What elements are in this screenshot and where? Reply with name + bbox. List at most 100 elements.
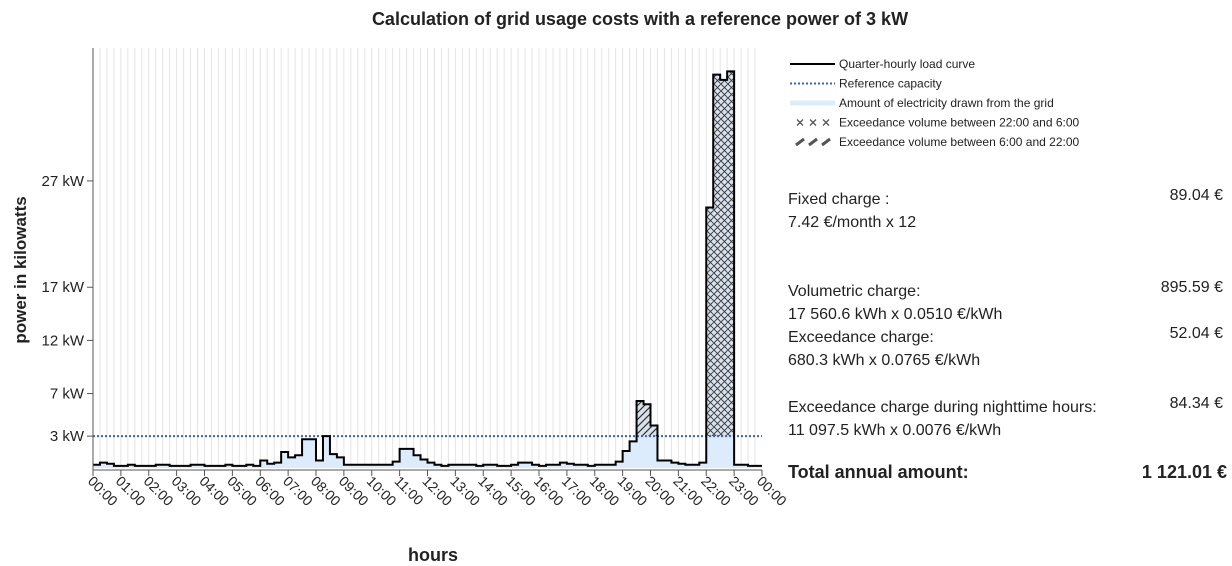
area-segment xyxy=(448,464,456,468)
area-segment xyxy=(127,464,135,468)
area-segment xyxy=(120,465,128,468)
area-segment xyxy=(364,464,372,468)
area-segment xyxy=(274,462,282,468)
exceedance xyxy=(643,404,651,437)
y-tick-label: 3 kW xyxy=(50,428,85,445)
area-segment xyxy=(309,439,316,468)
area-segment xyxy=(657,460,665,468)
area-segment xyxy=(476,465,484,468)
area-segment xyxy=(490,464,498,468)
area-segment xyxy=(218,465,226,468)
y-axis-label: power in kilowatts xyxy=(11,196,30,343)
area-segment xyxy=(664,460,672,468)
area-segment xyxy=(357,464,365,468)
area-segment xyxy=(329,454,337,468)
area-segment xyxy=(497,465,505,468)
area-segment xyxy=(197,464,205,468)
area-segment xyxy=(322,436,330,468)
area-segment xyxy=(225,464,233,468)
area-segment xyxy=(392,461,400,468)
area-segment xyxy=(539,465,546,468)
area-segment xyxy=(162,464,170,468)
area-segment xyxy=(343,464,351,468)
x-tick-label: 01:00 xyxy=(113,473,149,509)
x-tick-label: 04:00 xyxy=(196,473,232,509)
area-segment xyxy=(176,465,184,468)
cost-label: Exceedance charge during nighttime hours… xyxy=(788,399,1097,416)
area-segment xyxy=(755,465,762,468)
x-tick-label: 13:00 xyxy=(447,473,483,509)
total-label: Total annual amount: xyxy=(788,462,969,482)
x-axis-label: hours xyxy=(408,545,458,565)
area-segment xyxy=(566,463,574,468)
legend-swatch xyxy=(795,137,805,147)
legend-swatch xyxy=(808,137,818,147)
x-tick-label: 14:00 xyxy=(475,473,511,509)
exceedance xyxy=(650,425,658,437)
area-segment xyxy=(685,464,693,468)
cost-detail: 11 097.5 kWh x 0.0076 €/kWh xyxy=(788,422,1001,439)
y-tick-label: 12 kW xyxy=(41,332,84,349)
area-segment xyxy=(148,465,156,468)
area-segment xyxy=(552,464,560,468)
x-tick-label: 22:00 xyxy=(698,473,734,509)
area-segment xyxy=(336,457,344,468)
area-segment xyxy=(734,464,742,468)
area-segment xyxy=(748,465,756,468)
area-segment xyxy=(511,464,519,468)
legend-swatch xyxy=(821,137,831,147)
x-tick-label: 23:00 xyxy=(726,473,762,509)
area-segment xyxy=(113,465,121,468)
cost-label: Fixed charge : xyxy=(788,191,889,208)
area-segment xyxy=(378,464,386,468)
area-segment xyxy=(169,465,177,468)
exceedance xyxy=(720,79,728,437)
cost-detail: 680.3 kWh x 0.0765 €/kWh xyxy=(788,352,980,369)
area-segment xyxy=(260,460,268,468)
x-tick-label: 18:00 xyxy=(587,473,623,509)
area-segment xyxy=(622,450,630,468)
area-segment xyxy=(211,465,219,468)
area-segment xyxy=(267,463,275,468)
area-segment xyxy=(455,464,463,468)
area-segment xyxy=(316,460,323,468)
area-segment xyxy=(559,462,567,468)
x-tick-label: 06:00 xyxy=(252,473,288,509)
exceedance xyxy=(636,401,644,437)
x-tick-label: 10:00 xyxy=(364,473,400,509)
y-tick-label: 7 kW xyxy=(50,386,85,403)
area-segment xyxy=(580,464,588,468)
y-tick-label: 27 kW xyxy=(41,173,84,190)
area-segment xyxy=(608,464,616,468)
exceedance xyxy=(713,74,721,437)
area-segment xyxy=(504,465,512,468)
x-tick-label: 16:00 xyxy=(531,473,567,509)
area-segment xyxy=(462,464,470,468)
area-segment xyxy=(671,462,679,468)
cost-label: Exceedance charge: xyxy=(788,329,934,346)
area-segment xyxy=(288,457,296,468)
area-segment xyxy=(371,464,379,468)
legend-swatch xyxy=(822,119,830,126)
area-segment xyxy=(545,464,553,468)
area-segment xyxy=(434,464,442,468)
legend-label: Exceedance volume between 6:00 and 22:00 xyxy=(839,135,1080,149)
total-amount: 1 121.01 € xyxy=(1142,462,1227,482)
legend-swatch xyxy=(809,119,817,126)
area-segment xyxy=(601,464,609,468)
x-tick-label: 07:00 xyxy=(280,473,316,509)
x-tick-label: 00:00 xyxy=(85,473,121,509)
legend-swatch xyxy=(796,119,804,126)
cost-amount: 89.04 € xyxy=(1170,187,1223,204)
area-segment xyxy=(413,455,421,468)
x-tick-label: 17:00 xyxy=(559,473,595,509)
legend-label: Reference capacity xyxy=(839,77,942,91)
area-segment xyxy=(385,464,393,468)
legend-label: Exceedance volume between 22:00 and 6:00 xyxy=(839,116,1080,130)
area-segment xyxy=(420,459,428,468)
x-tick-label: 05:00 xyxy=(224,473,260,509)
x-tick-label: 03:00 xyxy=(169,473,205,509)
area-segment xyxy=(573,464,581,468)
area-segment xyxy=(281,452,289,468)
